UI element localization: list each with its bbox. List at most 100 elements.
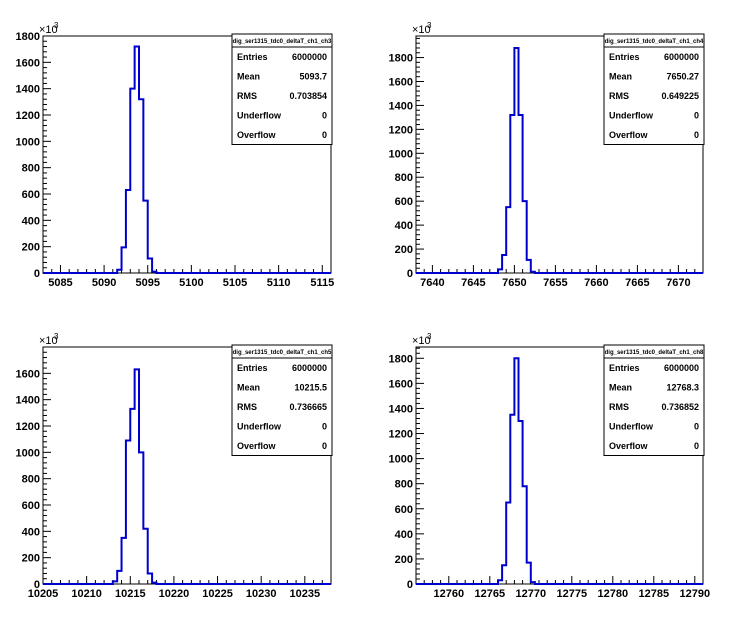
- y-tick-label: 1800: [16, 31, 40, 43]
- x-tick-label: 10230: [246, 588, 277, 600]
- stats-box: dig_ser1315_tdc0_deltaT_ch1_ch5 Entries 60…: [231, 344, 333, 456]
- stats-value: 0: [322, 111, 327, 121]
- stats-value: 0: [694, 441, 699, 451]
- stats-value: 6000000: [292, 363, 327, 373]
- y-tick-label: 1600: [16, 368, 40, 380]
- stats-value: 0: [694, 422, 699, 432]
- stats-label: Mean: [237, 72, 260, 82]
- y-tick-label: 600: [22, 500, 40, 512]
- x-tick-label: 10220: [159, 588, 190, 600]
- stats-value: 0.736852: [661, 402, 699, 412]
- stats-label: Mean: [237, 383, 260, 393]
- stats-box-title: dig_ser1315_tdc0_deltaT_ch1_ch4: [605, 39, 704, 45]
- stats-label: Underflow: [609, 422, 654, 432]
- x-tick-label: 7640: [420, 277, 444, 289]
- x-tick-label: 7650: [502, 277, 526, 289]
- y-exponent-label: 3: [54, 332, 59, 341]
- y-tick-label: 1400: [389, 100, 413, 112]
- stats-label: Underflow: [237, 111, 282, 121]
- stats-label: RMS: [237, 91, 257, 101]
- y-multiplier-label: ×10: [412, 335, 431, 347]
- stats-box-title: dig_ser1315_tdc0_deltaT_ch1_ch3: [233, 39, 332, 45]
- stats-label: RMS: [609, 91, 629, 101]
- x-tick-label: 12760: [434, 588, 465, 600]
- y-tick-label: 1200: [16, 421, 40, 433]
- stats-label: Overflow: [609, 130, 649, 140]
- y-tick-label: 0: [407, 268, 413, 280]
- histogram-pad-1: 0 200 400 600 800 1000 1200 1400 1600 1800 5085 509…: [16, 21, 335, 289]
- y-exponent-label: 3: [427, 21, 432, 30]
- histogram-pad-2: 0 200 400 600 800 1000 1200 1400 1600 1800 7640 764…: [389, 21, 705, 289]
- x-tick-label: 7655: [543, 277, 567, 289]
- stats-value: 6000000: [292, 52, 327, 62]
- histogram-line: [416, 46, 703, 274]
- y-tick-label: 1800: [389, 53, 413, 65]
- y-tick-label: 200: [22, 242, 40, 254]
- y-tick-label: 400: [395, 220, 413, 232]
- stats-box-frame: [231, 344, 333, 456]
- y-tick-label: 800: [22, 163, 40, 175]
- stats-box-title: dig_ser1315_tdc0_deltaT_ch1_ch8: [605, 350, 704, 356]
- y-exponent-label: 3: [54, 21, 59, 30]
- x-tick-label: 10235: [290, 588, 321, 600]
- stats-value: 0: [694, 130, 699, 140]
- stats-value: 10215.5: [294, 383, 327, 393]
- stats-box: dig_ser1315_tdc0_deltaT_ch1_ch4 Entries 60…: [603, 33, 705, 145]
- y-multiplier-label: ×10: [39, 24, 58, 36]
- x-tick-label: 5105: [223, 277, 247, 289]
- histogram-line: [43, 368, 331, 585]
- histogram-line: [416, 357, 703, 585]
- y-tick-label: 1600: [389, 378, 413, 390]
- y-tick-label: 400: [22, 215, 40, 227]
- y-tick-label: 1200: [389, 429, 413, 441]
- y-tick-label: 1000: [16, 447, 40, 459]
- y-tick-label: 800: [395, 479, 413, 491]
- y-multiplier-label: ×10: [39, 335, 58, 347]
- y-tick-label: 1600: [16, 57, 40, 69]
- y-tick-label: 400: [395, 529, 413, 541]
- stats-value: 0: [694, 111, 699, 121]
- stats-label: Entries: [237, 363, 268, 373]
- x-tick-label: 5085: [48, 277, 72, 289]
- y-tick-label: 1000: [389, 454, 413, 466]
- stats-value: 0: [322, 422, 327, 432]
- x-tick-label: 5100: [179, 277, 203, 289]
- stats-label: RMS: [237, 402, 257, 412]
- x-tick-label: 7665: [625, 277, 649, 289]
- stats-label: Entries: [237, 52, 268, 62]
- y-tick-label: 1000: [389, 148, 413, 160]
- stats-label: RMS: [609, 402, 629, 412]
- x-tick-label: 10215: [115, 588, 146, 600]
- y-tick-label: 200: [395, 244, 413, 256]
- stats-box-frame: [231, 33, 333, 145]
- histogram-pad-4: 0 200 400 600 800 1000 1200 1400 1600 1800 12760 12…: [389, 332, 711, 600]
- y-tick-label: 600: [22, 189, 40, 201]
- stats-box-title: dig_ser1315_tdc0_deltaT_ch1_ch5: [233, 350, 332, 356]
- x-tick-label: 5095: [135, 277, 159, 289]
- x-tick-label: 12790: [680, 588, 711, 600]
- stats-value: 0.649225: [661, 91, 699, 101]
- y-tick-label: 600: [395, 504, 413, 516]
- stats-box-frame: [603, 33, 705, 145]
- x-tick-label: 10225: [202, 588, 233, 600]
- y-tick-label: 600: [395, 196, 413, 208]
- y-tick-label: 1800: [389, 353, 413, 365]
- x-tick-label: 12780: [598, 588, 629, 600]
- x-tick-label: 12785: [639, 588, 670, 600]
- stats-value: 6000000: [664, 363, 699, 373]
- stats-label: Entries: [609, 52, 640, 62]
- y-tick-label: 800: [395, 172, 413, 184]
- x-tick-label: 5115: [310, 277, 334, 289]
- y-tick-label: 0: [34, 579, 40, 591]
- stats-value: 0: [322, 130, 327, 140]
- y-tick-label: 400: [22, 526, 40, 538]
- stats-value: 5093.7: [299, 72, 327, 82]
- y-tick-label: 0: [34, 268, 40, 280]
- stats-label: Overflow: [237, 130, 277, 140]
- stats-label: Underflow: [609, 111, 654, 121]
- y-tick-label: 200: [395, 554, 413, 566]
- x-tick-label: 10210: [71, 588, 102, 600]
- y-tick-label: 1200: [389, 124, 413, 136]
- x-tick-label: 12765: [475, 588, 506, 600]
